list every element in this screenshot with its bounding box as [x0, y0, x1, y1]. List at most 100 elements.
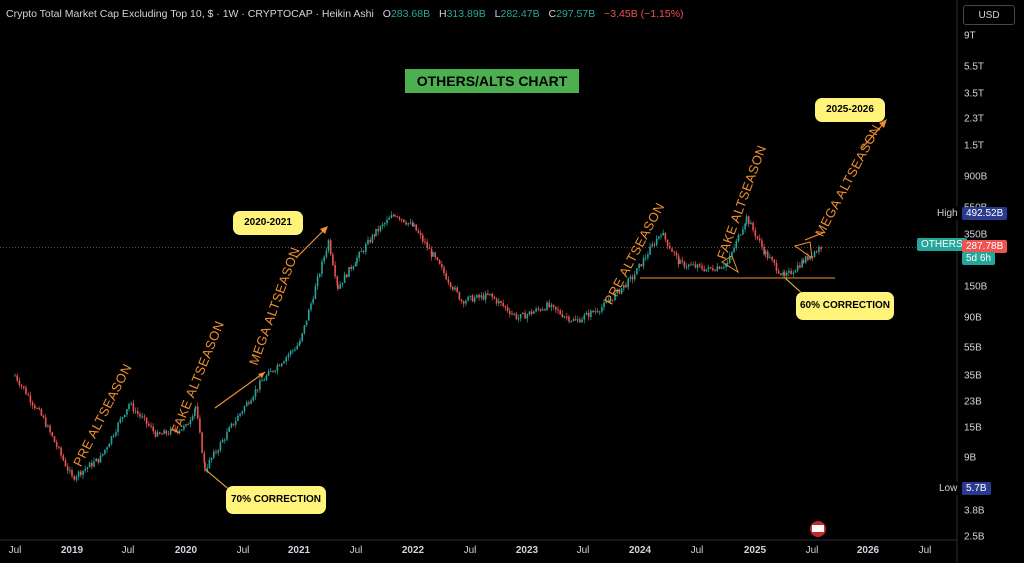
candle	[390, 215, 393, 219]
y-tick-label: 35B	[964, 370, 982, 382]
candle	[141, 416, 143, 418]
candle	[204, 462, 206, 471]
candle	[53, 436, 56, 443]
candle	[281, 363, 283, 367]
candle	[185, 424, 187, 426]
candle	[712, 268, 714, 271]
candle	[745, 216, 748, 224]
candle	[384, 223, 386, 225]
candle	[176, 430, 179, 433]
candle	[552, 304, 555, 307]
candle	[348, 266, 350, 278]
candle	[362, 251, 365, 253]
symbol-title: Crypto Total Market Cap Excluding Top 10…	[6, 8, 374, 20]
candle	[69, 470, 71, 472]
candle	[445, 273, 447, 280]
candle	[203, 452, 206, 463]
candle	[782, 272, 784, 275]
candle	[409, 222, 412, 224]
y-tick-label: 2.5B	[964, 531, 985, 543]
candle	[232, 423, 235, 425]
candle	[612, 299, 614, 301]
candle	[609, 299, 612, 302]
candle	[426, 242, 428, 248]
candle	[752, 222, 754, 231]
candle	[319, 273, 321, 277]
candle	[143, 416, 146, 418]
candle	[343, 274, 346, 283]
candle	[509, 310, 511, 314]
candle	[528, 311, 531, 315]
candle	[419, 232, 422, 236]
candle	[522, 312, 524, 315]
candle	[270, 370, 272, 372]
candle	[119, 418, 122, 423]
close-label: C	[548, 8, 557, 20]
candle	[493, 296, 496, 299]
candle	[117, 422, 119, 433]
candle	[581, 319, 583, 323]
candle	[392, 215, 395, 217]
candle	[367, 239, 369, 245]
candle	[130, 403, 132, 405]
candle	[196, 406, 199, 419]
y-tick-label: 1.5T	[964, 140, 985, 152]
low-badge-value: 5.7B	[962, 482, 991, 495]
candle	[802, 260, 805, 263]
candle	[274, 370, 276, 372]
flag-icon-inner	[812, 525, 824, 532]
candle	[636, 268, 638, 275]
candle	[647, 254, 649, 258]
candle	[544, 309, 546, 311]
candle	[84, 468, 86, 471]
candle	[737, 235, 740, 241]
candle	[106, 447, 108, 450]
candle	[337, 285, 339, 289]
symbol-header: Crypto Total Market Cap Excluding Top 10…	[6, 8, 684, 20]
candle	[447, 279, 450, 283]
candle	[735, 240, 738, 248]
candle	[336, 276, 339, 286]
candle	[517, 318, 520, 320]
candle	[213, 451, 215, 458]
open-value: 283.68B	[390, 8, 431, 20]
candle	[714, 270, 716, 272]
candle	[314, 286, 317, 299]
candle	[241, 411, 244, 414]
callout-70-correction: 70% CORRECTION	[226, 486, 326, 514]
candle	[294, 349, 296, 351]
candle	[625, 284, 627, 288]
candle	[651, 244, 654, 247]
candle	[807, 256, 809, 260]
candle	[541, 309, 544, 311]
candle	[585, 312, 588, 315]
candle	[548, 302, 550, 308]
candle	[18, 380, 21, 386]
candle	[546, 302, 548, 311]
candle	[504, 305, 507, 308]
candle	[703, 269, 705, 272]
candle	[761, 240, 763, 247]
candle	[38, 408, 40, 410]
candle	[99, 455, 102, 463]
candle	[587, 312, 590, 317]
candle	[55, 442, 58, 448]
candle	[785, 272, 788, 276]
candle	[484, 293, 487, 300]
candle	[769, 257, 771, 259]
candle	[73, 476, 75, 480]
candle	[502, 302, 504, 306]
candle	[283, 361, 285, 364]
candle	[572, 319, 575, 321]
candle	[570, 320, 572, 322]
currency-button[interactable]: USD	[963, 5, 1015, 25]
x-tick-label: 2023	[515, 545, 539, 556]
candle	[590, 310, 592, 317]
candle	[471, 295, 474, 302]
y-tick-label: 900B	[964, 171, 988, 183]
candle	[799, 265, 801, 268]
candle	[256, 389, 259, 391]
candle	[145, 417, 148, 424]
candle	[530, 311, 533, 314]
